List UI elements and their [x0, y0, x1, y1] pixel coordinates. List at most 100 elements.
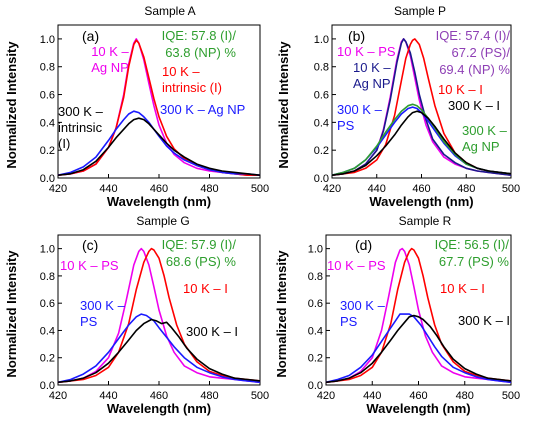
x-tick-label: 440 [363, 390, 381, 402]
series-line [57, 247, 261, 384]
y-tick-label: 0.2 [314, 145, 329, 157]
x-axis-label: Wavelength (nm) [366, 401, 470, 416]
x-tick-label: 460 [409, 390, 427, 402]
x-tick-label: 480 [456, 390, 474, 402]
x-tick-label: 440 [99, 390, 117, 402]
x-tick-label: 480 [200, 390, 218, 402]
curve-annotation: 10 K – I [438, 82, 483, 97]
y-tick-label: 0.8 [314, 62, 329, 74]
y-tick-label: 0.4 [308, 325, 323, 337]
x-tick-label: 460 [412, 183, 430, 195]
panel-label: (c) [82, 237, 98, 253]
panel-label: (d) [355, 237, 372, 253]
y-tick-label: 0.2 [40, 353, 55, 365]
panel-b-title: Sample P [394, 4, 446, 18]
iqe-annotation: 67.7 (PS) % [439, 254, 510, 269]
series-line [331, 110, 512, 176]
series-line [57, 117, 261, 176]
y-tick-label: 0.6 [40, 298, 55, 310]
x-axis-label: Wavelength (nm) [107, 401, 211, 416]
y-tick-label: 0.4 [314, 117, 329, 129]
curve-annotation: 300 K – [340, 298, 386, 313]
x-tick-label: 420 [323, 183, 341, 195]
curve-annotation: 300 K – [462, 123, 508, 138]
x-tick-label: 440 [99, 183, 117, 195]
curve-annotation: (I) [58, 136, 70, 151]
series-line [325, 314, 512, 384]
curve-annotation: 10 K – [162, 64, 200, 79]
panel-d: 420 440 460 480 500 0.0 0.2 0.4 0.6 0.8 1.0 Wavelen… [274, 234, 520, 416]
y-tick-label: 0.2 [308, 353, 323, 365]
y-tick-label: 0.6 [308, 298, 323, 310]
curve-annotation: 300 K – I [448, 98, 500, 113]
iqe-annotation: IQE: 57.8 (I)/ [162, 28, 237, 43]
panel-c-title: Sample G [136, 214, 189, 228]
y-axis-label: Normalized Intensity [4, 250, 19, 378]
y-tick-label: 0.8 [308, 271, 323, 283]
y-tick-label: 1.0 [308, 244, 323, 256]
curve-annotation: PS [337, 118, 355, 133]
curve-annotation: 10 K – PS [60, 258, 119, 273]
panel-label: (a) [82, 28, 99, 44]
y-axis-label: Normalized Intensity [274, 250, 289, 378]
y-tick-label: 1.0 [314, 34, 329, 46]
x-tick-label: 440 [368, 183, 386, 195]
series-line [331, 38, 512, 176]
series-line [325, 247, 512, 384]
x-tick-label: 460 [150, 183, 168, 195]
panel-c: 420 440 460 480 500 0.0 0.2 0.4 0.6 0.8 1.0 Wavelen… [4, 234, 269, 416]
curve-annotation: 300 K – [58, 104, 104, 119]
x-tick-label: 500 [502, 390, 520, 402]
curve-annotation: 10 K – [353, 60, 391, 75]
y-tick-label: 0.8 [40, 62, 55, 74]
curve-annotation: Ag NP [91, 60, 129, 75]
y-tick-label: 0.0 [308, 380, 323, 392]
series-line [325, 247, 512, 384]
curve-annotation: Ag NP [462, 139, 500, 154]
iqe-annotation: IQE: 57.4 (I)/ [436, 28, 511, 43]
curve-annotation: 300 K – [337, 102, 383, 117]
x-tick-label: 460 [150, 390, 168, 402]
y-tick-label: 0.0 [40, 173, 55, 185]
curve-annotation: 300 K – I [186, 324, 238, 339]
iqe-annotation: 68.6 (PS) % [166, 254, 237, 269]
x-tick-label: 420 [49, 390, 67, 402]
y-tick-label: 1.0 [40, 244, 55, 256]
curve-annotation: PS [340, 314, 358, 329]
x-tick-label: 480 [200, 183, 218, 195]
y-tick-label: 0.0 [314, 173, 329, 185]
y-tick-label: 0.4 [40, 117, 55, 129]
y-axis-label: Normalized Intensity [4, 41, 19, 169]
iqe-annotation: IQE: 56.5 (I)/ [435, 237, 510, 252]
y-tick-label: 0.2 [40, 145, 55, 157]
curve-annotation: intrinsic [58, 120, 103, 135]
panel-d-title: Sample R [399, 214, 452, 228]
iqe-annotation: 63.8 (NP) % [165, 45, 236, 60]
panel-a: 420 440 460 480 500 0.0 0.2 0.4 0.6 0.8 1.0 Wavelen… [4, 24, 269, 209]
curve-annotation: 300 K – I [458, 313, 510, 328]
y-tick-label: 1.0 [40, 34, 55, 46]
panel-a-title: Sample A [144, 4, 195, 18]
panel-label: (b) [348, 28, 365, 44]
iqe-annotation: 69.4 (NP) % [439, 62, 510, 77]
x-tick-label: 500 [251, 183, 269, 195]
series-line [57, 110, 261, 176]
curve-annotation: 10 K – [91, 44, 129, 59]
x-tick-label: 500 [502, 183, 520, 195]
x-tick-label: 480 [457, 183, 475, 195]
curve-annotation: 10 K – PS [337, 44, 396, 59]
x-tick-label: 420 [317, 390, 335, 402]
x-axis-label: Wavelength (nm) [369, 194, 473, 209]
y-tick-label: 0.6 [40, 90, 55, 102]
curve-annotation: intrinsic (I) [162, 80, 222, 95]
curve-annotation: Ag NP [353, 76, 391, 91]
curve-annotation: PS [80, 314, 98, 329]
curve-annotation: 300 K – [80, 298, 126, 313]
curve-annotation: 300 K – Ag NP [160, 102, 245, 117]
y-tick-label: 0.0 [40, 380, 55, 392]
series-line [57, 247, 261, 384]
curve-annotation: 10 K – I [440, 281, 485, 296]
curve-annotation: 10 K – I [183, 281, 228, 296]
series-line [57, 318, 261, 384]
iqe-annotation: 67.2 (PS)/ [451, 45, 510, 60]
